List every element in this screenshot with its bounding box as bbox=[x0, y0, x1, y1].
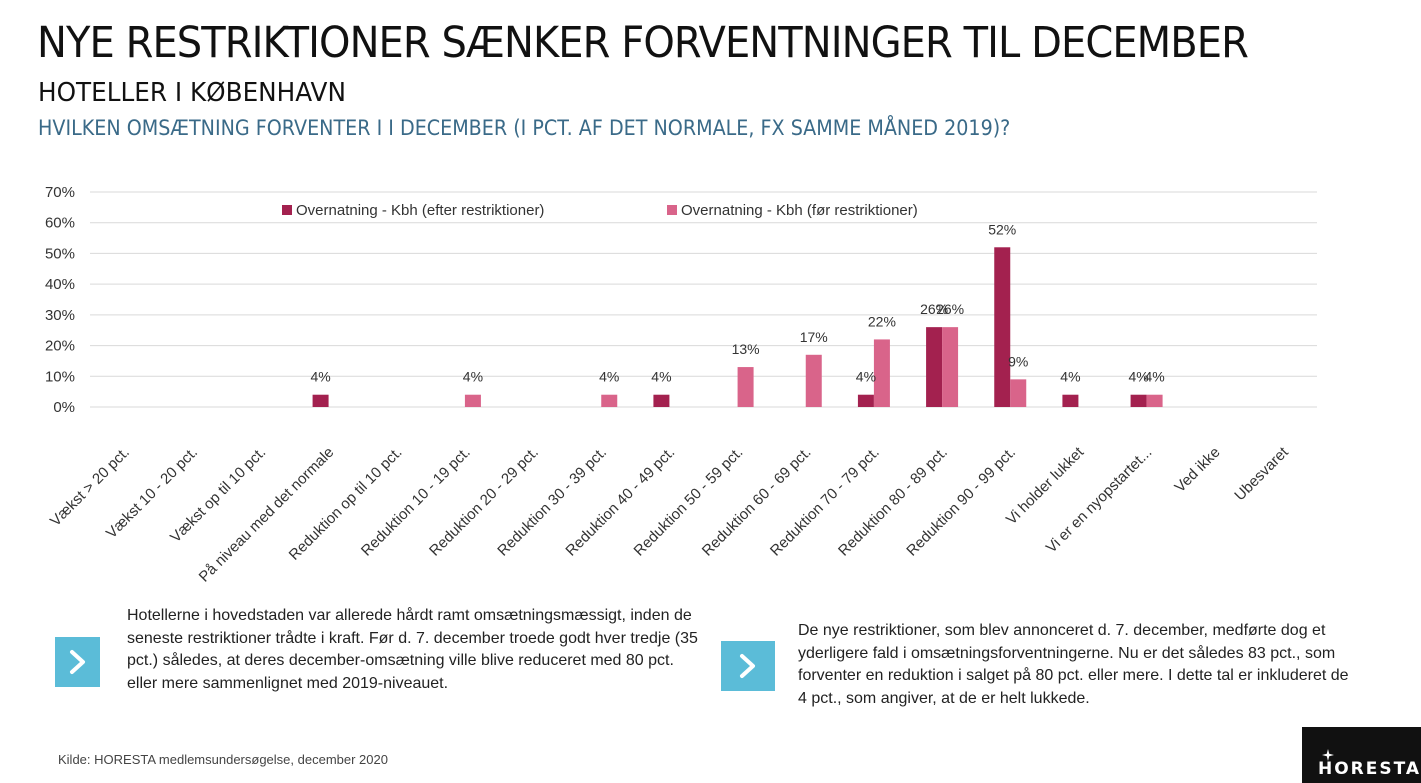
bar bbox=[942, 327, 959, 407]
horesta-star-icon bbox=[1322, 749, 1334, 761]
y-tick-label: 10% bbox=[45, 368, 75, 385]
legend-label: Overnatning - Kbh (efter restriktioner) bbox=[296, 202, 544, 219]
data-label: 4% bbox=[463, 369, 483, 385]
page-title: NYE RESTRIKTIONER SÆNKER FORVENTNINGER T… bbox=[37, 18, 1249, 68]
chevron-right-icon bbox=[721, 641, 775, 691]
legend-swatch bbox=[282, 205, 292, 215]
bar bbox=[873, 339, 890, 407]
data-label: 13% bbox=[732, 341, 760, 357]
data-label: 4% bbox=[1128, 369, 1148, 385]
source-note: Kilde: HORESTA medlemsundersøgelse, dece… bbox=[58, 752, 388, 767]
bar bbox=[1062, 394, 1079, 407]
chart-legend: Overnatning - Kbh (efter restriktioner) O… bbox=[282, 202, 918, 219]
chart-bars bbox=[312, 247, 1163, 407]
x-axis: Vækst > 20 pct.Vækst 10 - 20 pct.Vækst o… bbox=[47, 443, 1292, 585]
data-label: 9% bbox=[1008, 353, 1028, 369]
bar bbox=[857, 394, 874, 407]
data-label: 4% bbox=[599, 369, 619, 385]
bar bbox=[805, 354, 822, 407]
logo-text: HORESTA bbox=[1318, 759, 1421, 779]
y-tick-label: 20% bbox=[45, 338, 75, 355]
x-tick-label: Ubesvaret bbox=[1231, 443, 1292, 504]
y-tick-label: 50% bbox=[45, 245, 75, 262]
bar bbox=[926, 327, 943, 407]
data-label: 4% bbox=[310, 369, 330, 385]
bar bbox=[994, 247, 1011, 407]
data-label: 22% bbox=[868, 313, 896, 329]
survey-question: HVILKEN OMSÆTNING FORVENTER I I DECEMBER… bbox=[38, 116, 1011, 140]
x-tick-label: Ved ikke bbox=[1171, 444, 1223, 496]
y-tick-label: 40% bbox=[45, 276, 75, 293]
bar bbox=[464, 394, 481, 407]
chart-gridlines bbox=[90, 191, 1317, 408]
bar-chart: 0%10%20%30%40%50%60%70% 4% 4% 4%26%52%4% 4%… bbox=[45, 184, 1317, 586]
note-left: Hotellerne i hovedstaden var allerede hå… bbox=[127, 607, 698, 692]
y-axis: 0% 10% 20% 30% 40% 50% 60% 70% bbox=[45, 184, 75, 416]
bar bbox=[601, 394, 618, 407]
data-label: 26% bbox=[936, 301, 964, 317]
data-label: 4% bbox=[1060, 369, 1080, 385]
bar bbox=[653, 394, 670, 407]
x-tick-label: På niveau med det normale bbox=[196, 444, 338, 586]
data-label: 26% bbox=[920, 301, 948, 317]
horesta-logo: HORESTA bbox=[1302, 727, 1421, 783]
bar bbox=[1010, 379, 1027, 407]
bar bbox=[737, 367, 754, 407]
y-tick-label: 60% bbox=[45, 215, 75, 232]
chevron-right-icon bbox=[55, 637, 100, 687]
note-right: De nye restriktioner, som blev annoncere… bbox=[798, 622, 1349, 707]
page-subtitle: HOTELLER I KØBENHAVN bbox=[38, 78, 346, 108]
legend-swatch bbox=[667, 205, 677, 215]
bar bbox=[1130, 394, 1147, 407]
y-tick-label: 0% bbox=[53, 399, 75, 416]
x-tick-label: Reduktion op til 10 pct. bbox=[286, 444, 406, 564]
data-label: 17% bbox=[800, 329, 828, 345]
bar bbox=[312, 394, 329, 407]
data-label: 4% bbox=[1144, 369, 1164, 385]
y-tick-label: 70% bbox=[45, 184, 75, 201]
y-tick-label: 30% bbox=[45, 307, 75, 324]
data-label: 4% bbox=[651, 369, 671, 385]
bar bbox=[1146, 394, 1163, 407]
legend-label: Overnatning - Kbh (før restriktioner) bbox=[681, 202, 918, 219]
data-label: 4% bbox=[856, 369, 876, 385]
data-labels: 4% 4% 4%26%52%4% 4%4% 4%13%17%22%26%9%4% bbox=[310, 221, 1164, 384]
data-label: 52% bbox=[988, 221, 1016, 237]
